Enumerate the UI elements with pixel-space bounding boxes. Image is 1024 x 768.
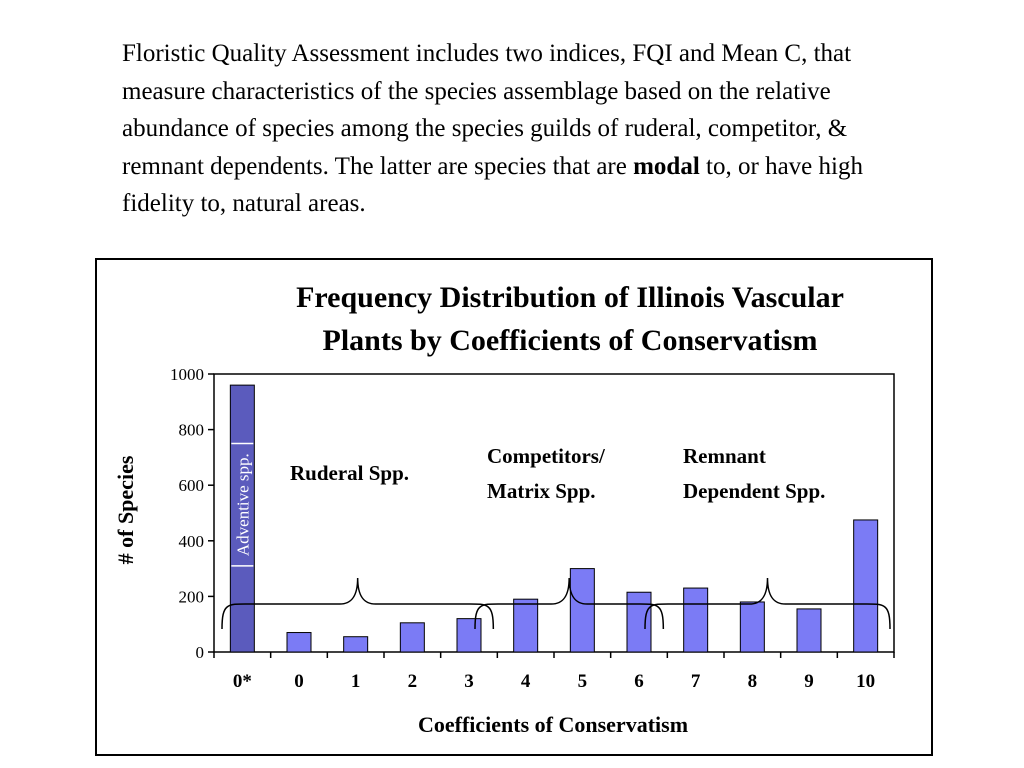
bar-9 [796, 608, 822, 653]
group-brace [474, 577, 665, 630]
x-tick-label: 8 [748, 671, 758, 692]
x-tick-label: 2 [408, 671, 418, 692]
intro-text-start: Floristic Quality Assessment includes tw… [122, 40, 852, 180]
y-tick-label: 800 [179, 421, 205, 440]
y-tick-label: 200 [179, 587, 205, 606]
group-label: Ruderal Spp. [290, 461, 409, 485]
x-tick-label: 5 [578, 671, 588, 692]
group-brace [221, 577, 495, 630]
bar-3 [456, 618, 482, 653]
bar-1 [343, 636, 369, 653]
x-tick-label: 4 [521, 671, 531, 692]
bar-2 [399, 622, 425, 653]
bar-7 [683, 587, 709, 653]
x-tick-label: 10 [856, 671, 875, 692]
bar-5 [569, 568, 595, 653]
x-tick-label: 6 [634, 671, 644, 692]
bar-6 [626, 591, 652, 653]
bar-4 [513, 598, 539, 653]
intro-text-end: to, or have high fidelity to, natural ar… [122, 152, 863, 218]
bar-8 [739, 601, 765, 653]
chart-title-line-2: Plants by Coefficients of Conservatism [323, 324, 818, 357]
x-tick-label: 7 [691, 671, 701, 692]
group-label: Matrix Spp. [487, 479, 596, 503]
group-label: Remnant [683, 444, 766, 468]
chart: Frequency Distribution of Illinois Vascu… [113, 281, 895, 737]
x-tick-label: 0* [233, 671, 252, 692]
y-tick-label: 0 [196, 643, 205, 662]
chart-frame: Frequency Distribution of Illinois Vascu… [95, 258, 933, 756]
intro-bold-word: modal [633, 152, 700, 180]
y-tick-label: 1000 [170, 365, 204, 384]
x-tick-label: 1 [351, 671, 361, 692]
bar-0* [229, 384, 255, 653]
y-tick-label: 400 [179, 532, 205, 551]
intro-paragraph: Floristic Quality Assessment includes tw… [122, 35, 922, 223]
plot-area: 0 200 400 600 800 1000 Adventive spp. 0* 0 1 2 3 4 5 6… [170, 365, 895, 692]
group-label: Dependent Spp. [683, 479, 825, 503]
group-brace [644, 577, 891, 630]
bar-10 [853, 519, 879, 653]
x-tick-label: 3 [464, 671, 474, 692]
x-tick-label: 0 [294, 671, 304, 692]
x-tick-label: 9 [804, 671, 814, 692]
plot-frame [213, 373, 895, 653]
adventive-bar-label: Adventive spp. [233, 453, 252, 556]
chart-title-line-1: Frequency Distribution of Illinois Vascu… [296, 281, 844, 314]
y-axis-title: # of Species [113, 455, 138, 564]
group-label: Competitors/ [487, 444, 606, 468]
bar-0 [286, 632, 312, 653]
x-axis-title: Coefficients of Conservatism [418, 712, 688, 737]
y-tick-label: 600 [179, 476, 205, 495]
